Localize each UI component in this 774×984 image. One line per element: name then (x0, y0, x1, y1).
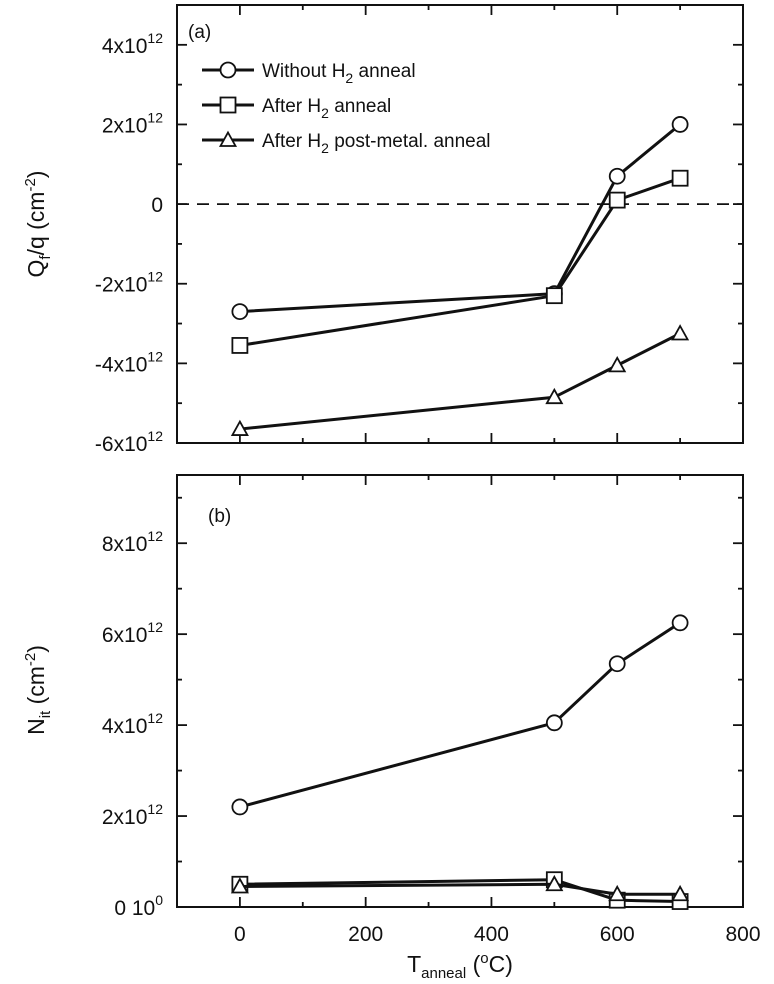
panel-b-x-tick-label: 600 (600, 923, 635, 946)
panel-b-series-triangle-point (608, 884, 627, 902)
panel-a-series-triangle-point (230, 419, 249, 436)
legend-square-marker (219, 96, 237, 114)
panel-a-y-tick-label: -4x1012 (95, 348, 163, 376)
panel-a-y-tick-label: -2x1012 (95, 269, 163, 297)
panel-b-series-triangle-line (239, 882, 681, 896)
panel-a-series-circle-line (239, 123, 682, 314)
legend-label-triangle: After H2 post-metal. anneal (262, 131, 491, 156)
legend-triangle-marker (218, 130, 238, 147)
panel-b-tag: (b) (208, 506, 231, 527)
legend-label-circle: Without H2 anneal (262, 61, 416, 86)
panel-b-series-circle-point (671, 614, 689, 632)
panel-b-y-tick-label: 2x1012 (102, 801, 163, 829)
panel-a-y-tick-label: -6x1012 (95, 428, 163, 456)
panel-b-series-circle-point (231, 798, 249, 816)
panel-b-x-tick-label: 800 (725, 923, 760, 946)
panel-b-x-tick-label: 200 (348, 923, 383, 946)
panel-a-series-square-point (608, 191, 626, 209)
panel-b-chart: 0 100 2x1012 4x1012 6x1012 8x1012 0 200 400 600 8… (22, 474, 761, 982)
panel-b-series-circle-point (545, 714, 563, 732)
panel-a-series-triangle-point (671, 324, 690, 341)
panel-b-y-tick-label: 4x1012 (102, 710, 163, 738)
panel-a-legend: Without H2 anneal After H2 anneal After H2… (202, 61, 491, 156)
panel-a-y-tick-label: 0 (151, 194, 163, 217)
panel-a-chart: -6x1012 -4x1012 -2x1012 0 2x1012 4x1012 (a) W… (22, 4, 744, 456)
panel-b-x-tick-label: 0 (234, 923, 246, 946)
panel-a-series-square-point (545, 287, 563, 305)
panel-b-series-circle-line (239, 621, 681, 809)
panel-b-series-circle-point (608, 655, 626, 673)
panel-a-plot-frame (176, 4, 744, 444)
panel-b-x-tick-label: 400 (474, 923, 509, 946)
panel-b-y-tick-label: 0 100 (114, 892, 163, 920)
panel-a-series-square-point (231, 337, 249, 354)
panel-a-series-triangle-point (545, 387, 564, 405)
legend-circle-marker (219, 61, 237, 79)
panel-b-series-triangle-point (230, 877, 249, 894)
panel-a-marks (230, 116, 690, 436)
panel-a-axes: -6x1012 -4x1012 -2x1012 0 2x1012 4x1012 (95, 5, 744, 456)
panel-a-series-square-point (671, 169, 689, 187)
panel-b-plot-frame (176, 474, 744, 908)
panel-b-y-tick-label: 6x1012 (102, 619, 163, 647)
panel-a-series-square-line (239, 176, 681, 347)
panel-a-series-triangle-line (239, 332, 681, 431)
panel-b-marks (230, 614, 690, 910)
panel-b-x-axis-title: Tanneal (oC) (407, 950, 513, 982)
legend-label-square: After H2 anneal (262, 96, 391, 121)
panel-a-y-tick-label: 2x1012 (102, 109, 163, 137)
panel-a-y-tick-label: 4x1012 (102, 30, 163, 58)
panel-b-series-triangle-point (671, 884, 690, 902)
panel-a-series-circle-point (231, 303, 249, 321)
panel-a-series-triangle-point (608, 356, 627, 373)
panel-a-series-circle-point (671, 116, 689, 133)
panel-a-tag: (a) (188, 22, 211, 43)
panel-b-y-tick-label: 8x1012 (102, 528, 163, 556)
panel-a-y-axis-title: Qf/q (cm-2) (22, 171, 54, 278)
panel-b-series-triangle-point (545, 874, 564, 892)
panel-a-series-circle-point (608, 167, 626, 185)
panel-b-axes: 0 100 2x1012 4x1012 6x1012 8x1012 0 200 400 600 8… (102, 475, 761, 946)
panel-b-y-axis-title: Nit (cm-2) (22, 645, 54, 735)
